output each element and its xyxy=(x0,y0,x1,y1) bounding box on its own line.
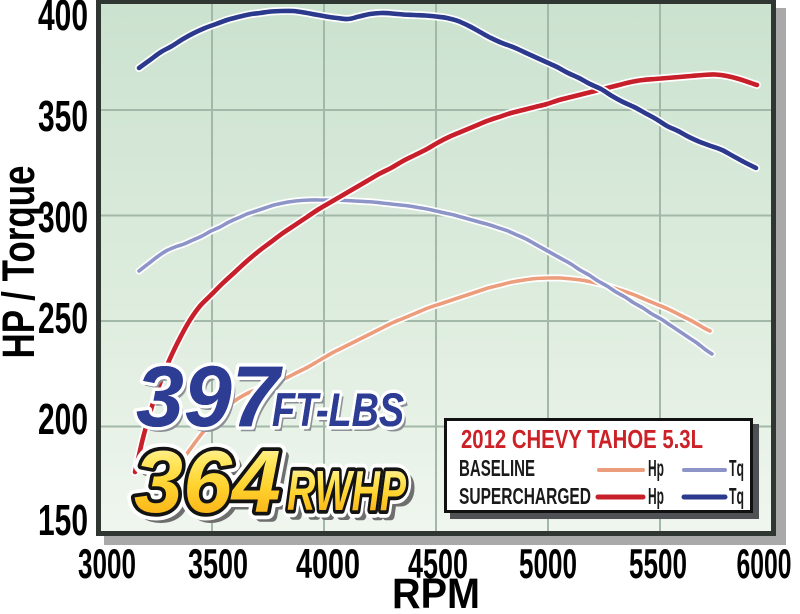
svg-text:RPM: RPM xyxy=(392,570,480,614)
svg-text:BASELINE: BASELINE xyxy=(459,455,535,481)
svg-text:4000: 4000 xyxy=(296,540,360,587)
svg-text:HP / Torque: HP / Torque xyxy=(0,166,44,359)
svg-text:3500: 3500 xyxy=(188,540,248,587)
svg-text:Hp: Hp xyxy=(648,455,664,481)
svg-text:FT-LBS: FT-LBS xyxy=(275,387,407,440)
svg-text:6000: 6000 xyxy=(737,540,792,587)
svg-text:350: 350 xyxy=(38,93,88,141)
svg-text:RWHP: RWHP xyxy=(287,459,407,523)
svg-text:397: 397 xyxy=(136,349,284,445)
svg-text:397: 397 xyxy=(136,349,284,445)
svg-text:FT-LBS: FT-LBS xyxy=(272,383,404,436)
svg-text:3000: 3000 xyxy=(78,540,136,587)
svg-text:4500: 4500 xyxy=(408,540,468,587)
svg-text:364: 364 xyxy=(139,437,286,536)
svg-text:400: 400 xyxy=(38,0,88,40)
svg-text:Tq: Tq xyxy=(729,455,744,481)
svg-text:150: 150 xyxy=(38,497,88,545)
svg-text:364: 364 xyxy=(134,432,281,531)
svg-text:RWHP: RWHP xyxy=(287,459,407,523)
svg-text:FT-LBS: FT-LBS xyxy=(272,383,404,436)
svg-text:Tq: Tq xyxy=(729,483,744,509)
svg-text:2012 CHEVY TAHOE 5.3L: 2012 CHEVY TAHOE 5.3L xyxy=(461,424,703,454)
svg-text:200: 200 xyxy=(38,396,88,444)
svg-text:364: 364 xyxy=(134,432,281,531)
svg-text:Hp: Hp xyxy=(648,483,664,509)
svg-text:250: 250 xyxy=(38,295,88,343)
svg-text:5500: 5500 xyxy=(629,540,687,587)
svg-text:300: 300 xyxy=(38,194,88,242)
svg-text:RWHP: RWHP xyxy=(292,464,412,528)
svg-text:SUPERCHARGED: SUPERCHARGED xyxy=(459,483,591,509)
svg-text:397: 397 xyxy=(139,353,287,449)
svg-text:5000: 5000 xyxy=(519,540,577,587)
